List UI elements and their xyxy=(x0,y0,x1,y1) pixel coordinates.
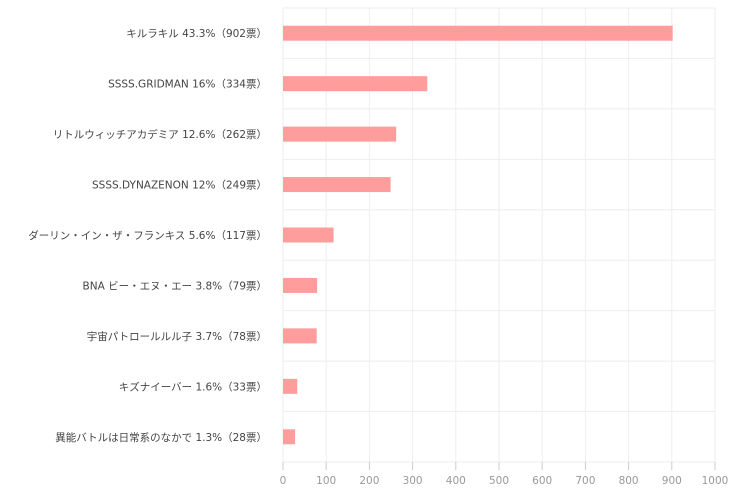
bar xyxy=(283,328,317,344)
x-tick-label: 200 xyxy=(359,475,379,487)
bar xyxy=(283,378,298,394)
x-tick-label: 400 xyxy=(446,475,466,487)
x-tick-label: 0 xyxy=(280,475,287,487)
category-label: BNA ビー・エヌ・エー 3.8%（79票） xyxy=(83,280,267,292)
x-tick-label: 500 xyxy=(489,475,509,487)
bar xyxy=(283,126,397,142)
category-label: SSSS.GRIDMAN 16%（334票） xyxy=(108,79,267,91)
category-label: 異能バトルは日常系のなかで 1.3%（28票） xyxy=(55,431,267,444)
category-label: リトルウィッチアカデミア 12.6%（262票） xyxy=(53,128,267,141)
bar xyxy=(283,76,428,92)
category-label: ダーリン・イン・ザ・フランキス 5.6%（117票） xyxy=(28,229,267,242)
bar xyxy=(283,177,391,193)
x-tick-label: 800 xyxy=(619,475,639,487)
bar xyxy=(283,25,673,41)
x-tick-label: 900 xyxy=(662,475,682,487)
category-labels: キルラキル 43.3%（902票） SSSS.GRIDMAN 16%（334票） リ… xyxy=(28,28,267,444)
x-tick-label: 600 xyxy=(532,475,552,487)
bar xyxy=(283,277,318,293)
category-label: 宇宙パトロールルル子 3.7%（78票） xyxy=(87,330,267,343)
category-label: キルラキル 43.3%（902票） xyxy=(126,28,267,40)
x-tick-label: 1000 xyxy=(702,475,729,487)
category-label: SSSS.DYNAZENON 12%（249票） xyxy=(92,180,267,192)
x-tick-label: 300 xyxy=(403,475,423,487)
bar xyxy=(283,429,296,445)
bar xyxy=(283,227,334,243)
x-tick-label: 100 xyxy=(316,475,336,487)
grid xyxy=(282,7,716,463)
x-tick-label: 700 xyxy=(575,475,595,487)
category-label: キズナイーバー 1.6%（33票） xyxy=(119,380,267,393)
x-axis-ticks: 0 100 200 300 400 500 600 700 800 900 1000 xyxy=(280,462,729,487)
bars xyxy=(283,25,673,445)
